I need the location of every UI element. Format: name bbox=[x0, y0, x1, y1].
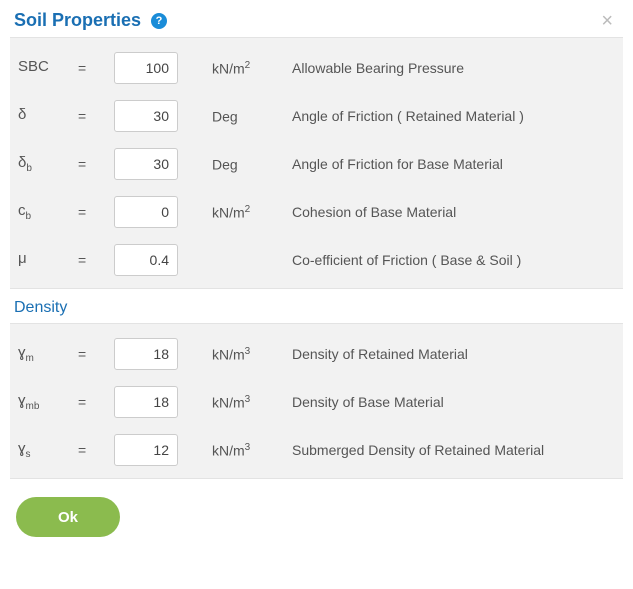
modal-title-group: Soil Properties ? bbox=[14, 10, 167, 31]
row-ym: ɣm = kN/m3 Density of Retained Material bbox=[18, 330, 615, 378]
desc-delta-b: Angle of Friction for Base Material bbox=[292, 156, 615, 172]
desc-delta: Angle of Friction ( Retained Material ) bbox=[292, 108, 615, 124]
input-delta[interactable] bbox=[114, 100, 178, 132]
desc-ym: Density of Retained Material bbox=[292, 346, 615, 362]
input-ys[interactable] bbox=[114, 434, 178, 466]
input-ym[interactable] bbox=[114, 338, 178, 370]
desc-sbc: Allowable Bearing Pressure bbox=[292, 60, 615, 76]
desc-cb: Cohesion of Base Material bbox=[292, 204, 615, 220]
row-delta-b: δb = Deg Angle of Friction for Base Mate… bbox=[18, 140, 615, 188]
unit-ys: kN/m3 bbox=[192, 442, 292, 459]
input-cb[interactable] bbox=[114, 196, 178, 228]
unit-ym: kN/m3 bbox=[192, 346, 292, 363]
density-panel: ɣm = kN/m3 Density of Retained Material … bbox=[10, 323, 623, 479]
sym-ym: ɣm bbox=[18, 344, 78, 364]
sym-ymb: ɣmb bbox=[18, 392, 78, 412]
row-mu: μ = Co-efficient of Friction ( Base & So… bbox=[18, 236, 615, 284]
row-sbc: SBC = kN/m2 Allowable Bearing Pressure bbox=[18, 44, 615, 92]
row-ymb: ɣmb = kN/m3 Density of Base Material bbox=[18, 378, 615, 426]
eq: = bbox=[78, 346, 114, 362]
sym-delta: δ bbox=[18, 106, 78, 126]
density-heading: Density bbox=[10, 293, 623, 323]
input-ymb[interactable] bbox=[114, 386, 178, 418]
sym-cb: cb bbox=[18, 202, 78, 222]
desc-ys: Submerged Density of Retained Material bbox=[292, 442, 615, 458]
help-icon[interactable]: ? bbox=[151, 13, 167, 29]
row-delta: δ = Deg Angle of Friction ( Retained Mat… bbox=[18, 92, 615, 140]
unit-delta: Deg bbox=[192, 108, 292, 125]
modal-header: Soil Properties ? × bbox=[10, 10, 623, 37]
eq: = bbox=[78, 442, 114, 458]
input-mu[interactable] bbox=[114, 244, 178, 276]
eq: = bbox=[78, 60, 114, 76]
sym-mu: μ bbox=[18, 250, 78, 270]
desc-ymb: Density of Base Material bbox=[292, 394, 615, 410]
modal-footer: Ok bbox=[10, 483, 623, 541]
unit-ymb: kN/m3 bbox=[192, 394, 292, 411]
sym-ys: ɣs bbox=[18, 440, 78, 460]
sym-delta-b: δb bbox=[18, 154, 78, 174]
eq: = bbox=[78, 204, 114, 220]
soil-properties-panel: SBC = kN/m2 Allowable Bearing Pressure δ… bbox=[10, 37, 623, 289]
row-ys: ɣs = kN/m3 Submerged Density of Retained… bbox=[18, 426, 615, 474]
row-cb: cb = kN/m2 Cohesion of Base Material bbox=[18, 188, 615, 236]
ok-button[interactable]: Ok bbox=[16, 497, 120, 537]
unit-delta-b: Deg bbox=[192, 156, 292, 173]
close-icon[interactable]: × bbox=[597, 11, 617, 31]
unit-sbc: kN/m2 bbox=[192, 60, 292, 77]
desc-mu: Co-efficient of Friction ( Base & Soil ) bbox=[292, 252, 615, 268]
eq: = bbox=[78, 252, 114, 268]
input-delta-b[interactable] bbox=[114, 148, 178, 180]
eq: = bbox=[78, 394, 114, 410]
unit-cb: kN/m2 bbox=[192, 204, 292, 221]
sym-sbc: SBC bbox=[18, 58, 78, 78]
eq: = bbox=[78, 108, 114, 124]
input-sbc[interactable] bbox=[114, 52, 178, 84]
eq: = bbox=[78, 156, 114, 172]
modal-title: Soil Properties bbox=[14, 10, 141, 31]
